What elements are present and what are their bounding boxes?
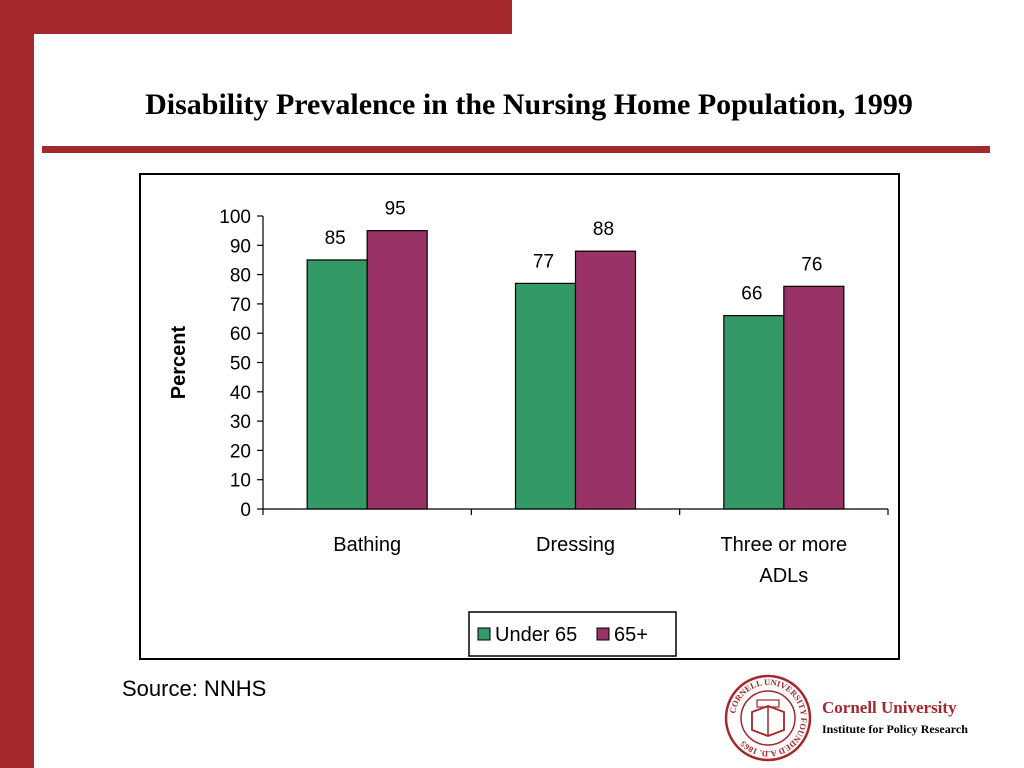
x-tick-label: ADLs [759, 565, 808, 587]
data-label: 95 [385, 199, 406, 220]
y-tick-label: 90 [230, 236, 251, 257]
y-tick-label: 60 [230, 324, 251, 345]
bar [574, 250, 637, 510]
legend-label: Under 65 [495, 624, 577, 646]
legend-swatch [477, 627, 491, 641]
data-label: 76 [801, 254, 822, 275]
y-tick-label: 10 [230, 471, 251, 492]
data-label: 66 [741, 284, 762, 305]
legend-label: 65+ [614, 624, 648, 646]
y-tick-label: 40 [230, 383, 251, 404]
title-divider [42, 146, 990, 153]
y-tick-label: 70 [230, 295, 251, 316]
chart-frame: 0 10 20 30 40 50 60 70 80 90 100 Percent 85 95 Bathing… [139, 173, 900, 660]
y-tick-label: 100 [219, 207, 251, 228]
bar [514, 282, 577, 510]
bar [783, 285, 845, 510]
y-tick-label: 80 [230, 266, 251, 287]
org-name: Cornell University [822, 698, 957, 717]
y-tick-label: 50 [230, 354, 251, 375]
legend: Under 65 65+ [468, 611, 677, 657]
x-tick-label: Dressing [536, 534, 615, 556]
data-label: 85 [325, 228, 346, 249]
cornell-seal-logo: CORNELL UNIVERSITY FOUNDED A.D. 1865 [724, 674, 812, 762]
org-subtitle: Institute for Policy Research [822, 722, 968, 736]
x-tick-label: Bathing [333, 534, 401, 556]
y-tick-label: 20 [230, 441, 251, 462]
bar [366, 230, 428, 510]
bar-chart: 0 10 20 30 40 50 60 70 80 90 100 Percent 85 95 Bathing… [168, 199, 889, 657]
x-tick-label: Three or more [720, 534, 847, 556]
top-brand-bar [0, 0, 512, 34]
bar [306, 259, 368, 510]
left-brand-bar [0, 0, 34, 768]
data-label: 88 [593, 219, 614, 240]
legend-swatch [596, 627, 610, 641]
bar [723, 315, 785, 510]
y-tick-label: 30 [230, 412, 251, 433]
y-axis-label: Percent [168, 325, 190, 399]
source-note: Source: NNHS [122, 676, 267, 701]
data-label: 77 [533, 251, 554, 272]
y-tick-label: 0 [240, 500, 251, 521]
slide-title: Disability Prevalence in the Nursing Hom… [145, 88, 913, 121]
legend-box [468, 611, 677, 657]
